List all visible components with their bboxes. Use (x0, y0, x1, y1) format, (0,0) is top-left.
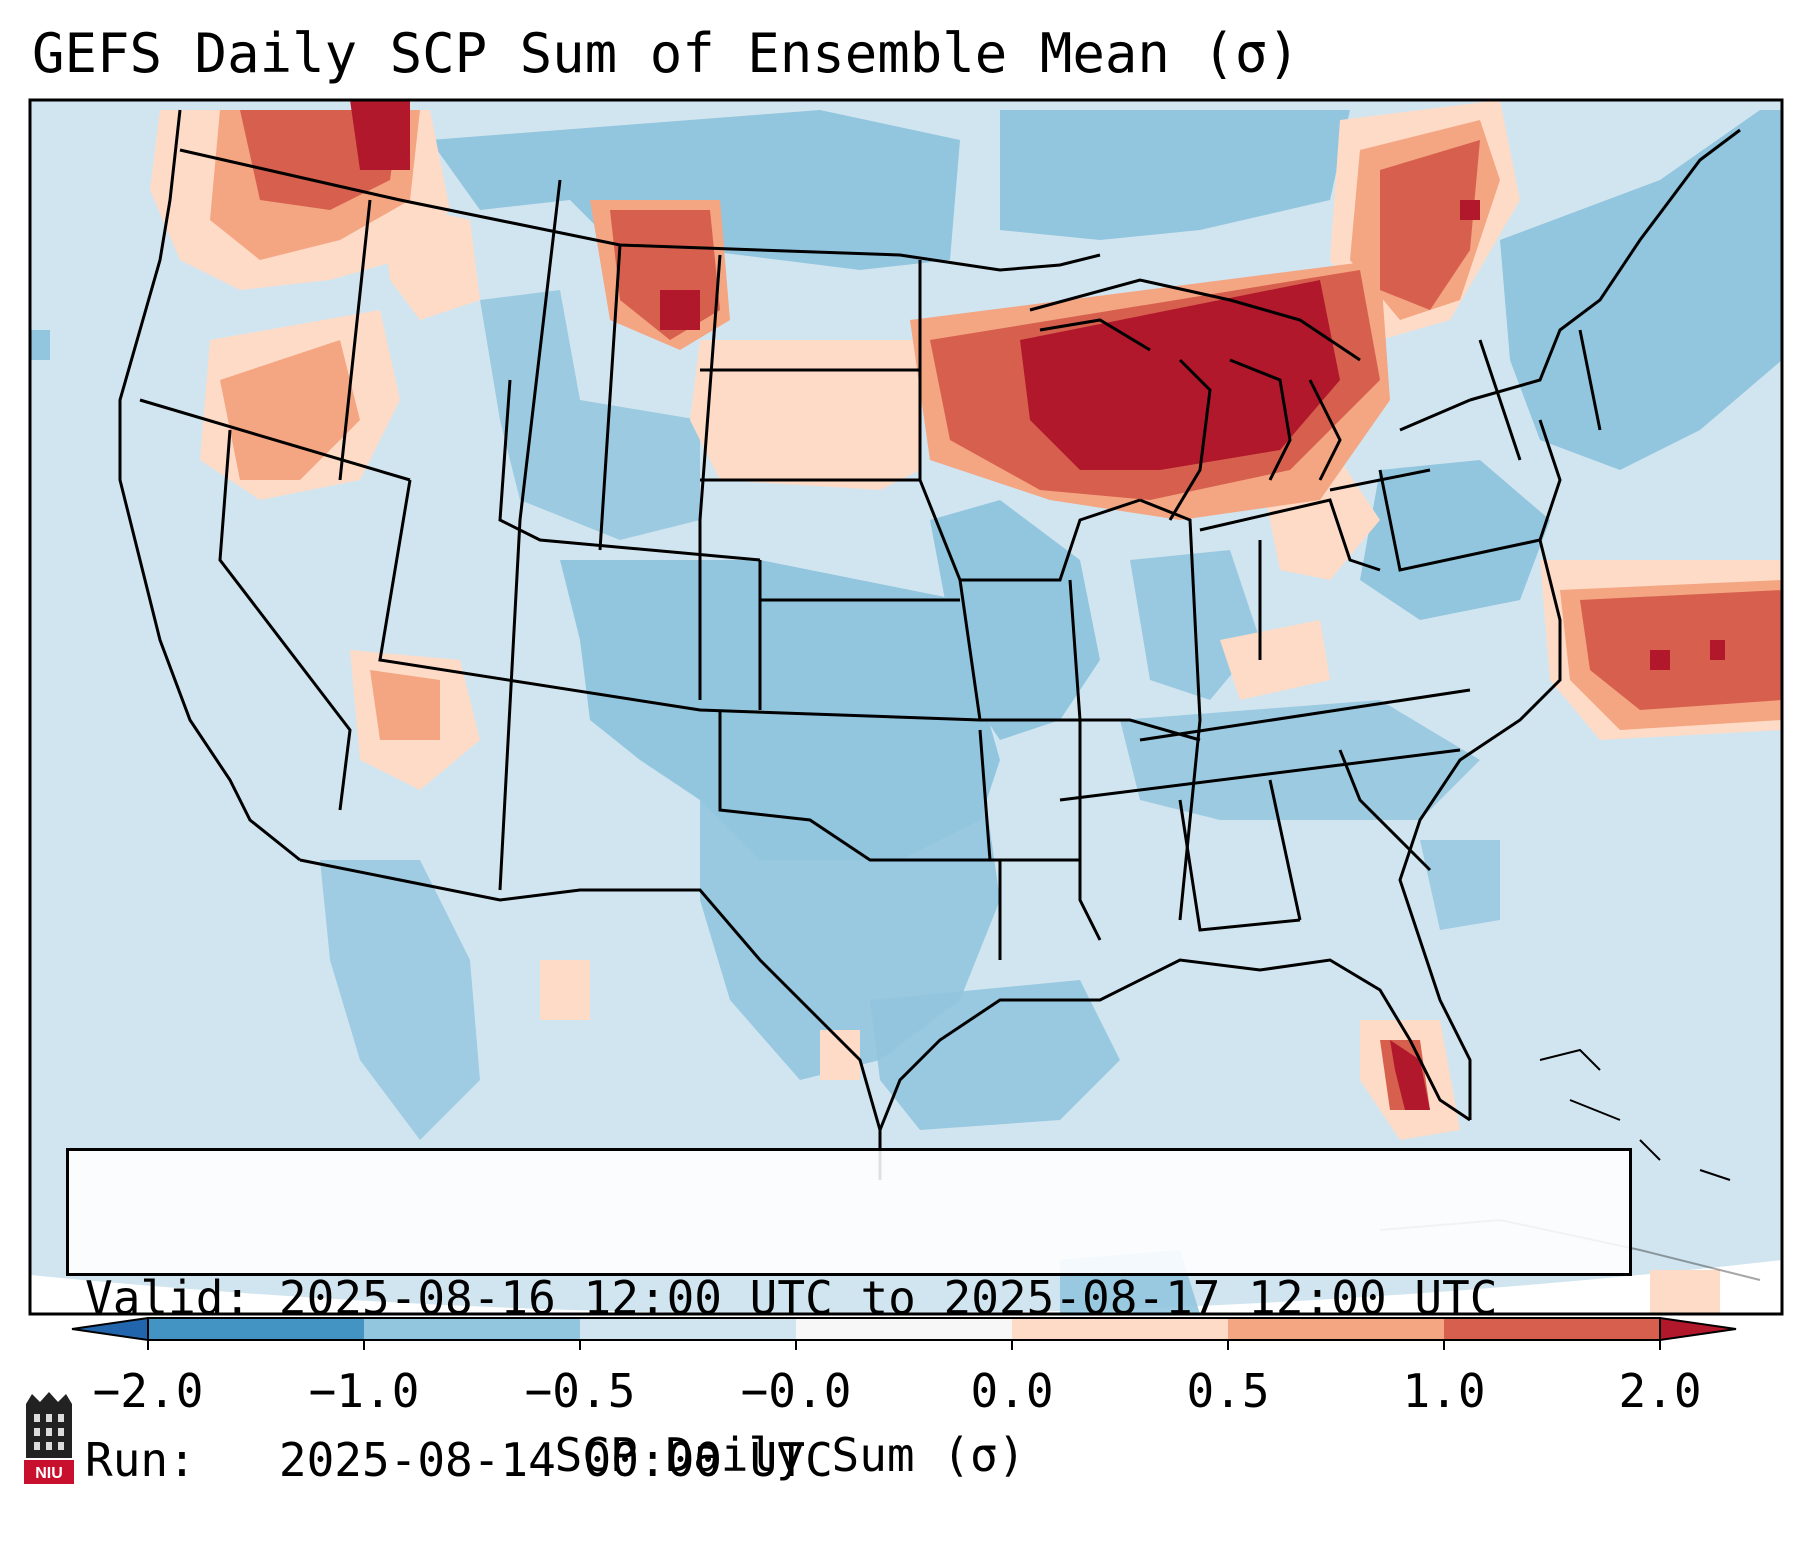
valid-row: Valid: 2025-08-16 12:00 UTC to 2025-08-1… (85, 1271, 1629, 1325)
map-title: GEFS Daily SCP Sum of Ensemble Mean (σ) (32, 22, 1300, 85)
very-high-areas (350, 100, 1725, 1110)
colorbar-tick-label: 2.0 (1618, 1364, 1702, 1418)
niu-logo: NIU (24, 1392, 74, 1484)
colorbar-tick-label: 0.0 (970, 1364, 1054, 1418)
colorbar-segment (364, 1318, 580, 1340)
colorbar-segment (1012, 1318, 1228, 1340)
colorbar-outline (147, 1317, 1661, 1341)
colorbar-tick-label: −1.0 (308, 1364, 420, 1418)
run-row: Run: 2025-08-14 00:00 UTC (85, 1433, 1629, 1487)
colorbar-segment (580, 1318, 796, 1340)
projection-edge (30, 1260, 1782, 1314)
run-label: Run: (85, 1433, 196, 1487)
valid-value: 2025-08-16 12:00 UTC to 2025-08-17 12:00… (278, 1271, 1498, 1325)
colorbar-segment (1444, 1318, 1660, 1340)
colorbar-tick-label: 1.0 (1402, 1364, 1486, 1418)
logo-text: NIU (35, 1465, 63, 1482)
colorbar-extend-high (1659, 1316, 1737, 1342)
run-value: 2025-08-14 00:00 UTC (278, 1433, 833, 1487)
colorbar (71, 1316, 1737, 1350)
colorbar-tick-label: −0.5 (524, 1364, 636, 1418)
map-panel (28, 98, 1784, 1350)
info-box: Valid: 2025-08-16 12:00 UTC to 2025-08-1… (66, 1148, 1632, 1487)
colorbar-label: SCP Daily Sum (σ) (554, 1428, 1026, 1482)
map-frame (28, 98, 1784, 1316)
colorbar-tick-label: −0.0 (740, 1364, 852, 1418)
colorbar-segment (1228, 1318, 1444, 1340)
colorbar-segment (148, 1318, 364, 1340)
colorbar-segment (796, 1318, 1012, 1340)
valid-label: Valid: (85, 1271, 252, 1325)
colorbar-tick-label: 0.5 (1186, 1364, 1270, 1418)
colorbar-tick-label: −2.0 (92, 1364, 204, 1418)
borders (118, 109, 1741, 1180)
